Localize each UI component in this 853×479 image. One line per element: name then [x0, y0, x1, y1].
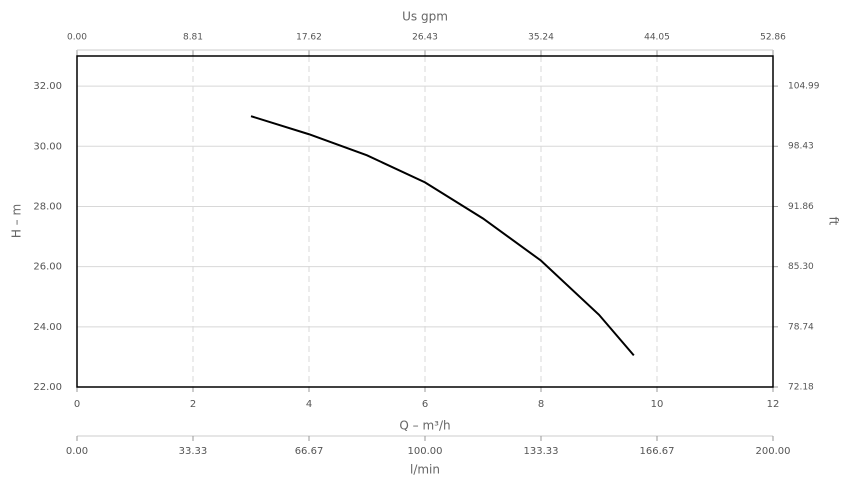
x2-axis-label: Us gpm [402, 10, 448, 24]
x-tick-label: 0 [74, 399, 80, 410]
x2-tick-label: 52.86 [760, 33, 786, 43]
y2-tick-label: 85.30 [788, 262, 814, 272]
y-tick-label: 26.00 [33, 262, 62, 273]
x2-tick-label: 0.00 [67, 33, 87, 43]
y-tick-label: 24.00 [33, 322, 62, 333]
x3-tick-label: 100.00 [408, 446, 443, 457]
x3-tick-label: 200.00 [756, 446, 791, 457]
y2-tick-label: 72.18 [788, 383, 814, 393]
plot-border [76, 55, 774, 388]
x-tick-label: 10 [651, 399, 664, 410]
y2-tick-label: 78.74 [788, 322, 814, 332]
x2-tick-label: 26.43 [412, 33, 438, 43]
x3-tick-label: 0.00 [66, 446, 88, 457]
x-tick-label: 6 [422, 399, 428, 410]
x-tick-label: 12 [767, 399, 780, 410]
x2-tick-label: 17.62 [296, 33, 322, 43]
x3-tick-label: 33.33 [179, 446, 208, 457]
y2-axis-label: ft [827, 217, 841, 226]
x-tick-label: 8 [538, 399, 544, 410]
x-axis-label: Q – m³/h [399, 419, 450, 433]
y2-tick-label: 98.43 [788, 142, 814, 152]
x2-tick-label: 35.24 [528, 33, 554, 43]
x-tick-label: 2 [190, 399, 196, 410]
x3-axis-label: l/min [410, 463, 440, 476]
y-tick-label: 28.00 [33, 201, 62, 212]
x3-tick-label: 66.67 [295, 446, 324, 457]
y2-tick-label: 91.86 [788, 202, 814, 212]
x3-tick-label: 133.33 [523, 446, 558, 457]
curve [250, 115, 635, 357]
y2-tick-label: 104.99 [788, 82, 820, 92]
y-tick-label: 22.00 [33, 382, 62, 393]
x2-tick-label: 8.81 [183, 33, 203, 43]
x2-tick-label: 44.05 [644, 33, 670, 43]
x3-tick-label: 166.67 [640, 446, 675, 457]
y-axis-label: H – m [10, 204, 24, 238]
x-tick-label: 4 [306, 399, 312, 410]
y-tick-label: 32.00 [33, 81, 62, 92]
y-tick-label: 30.00 [33, 141, 62, 152]
